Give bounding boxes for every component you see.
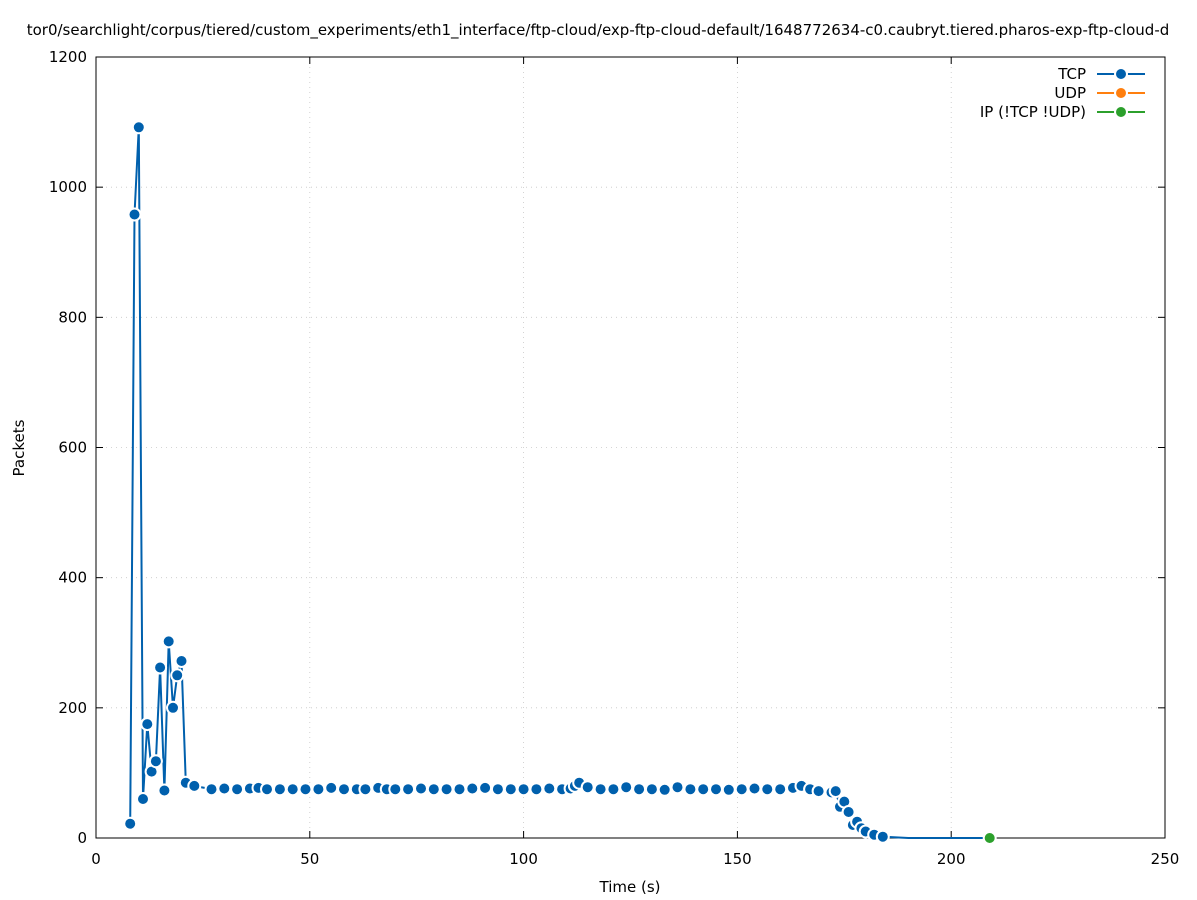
data-point — [606, 782, 621, 797]
legend-label: UDP — [1054, 84, 1086, 102]
data-point — [401, 782, 416, 797]
y-tick-label: 400 — [58, 569, 87, 587]
series-ip-tcp-udp — [982, 831, 997, 845]
data-point — [670, 780, 685, 795]
data-point — [709, 782, 723, 797]
data-point — [157, 783, 172, 798]
data-point — [230, 782, 245, 797]
data-point — [311, 782, 326, 797]
data-point — [161, 634, 176, 649]
data-point — [657, 782, 672, 797]
data-point — [516, 782, 531, 797]
data-point — [217, 781, 232, 796]
data-point — [358, 782, 373, 797]
y-tick-label: 1200 — [49, 48, 87, 66]
data-point — [580, 780, 595, 795]
data-point — [272, 782, 287, 797]
x-tick-label: 100 — [509, 850, 538, 868]
data-point — [632, 782, 647, 797]
data-point — [683, 782, 698, 797]
y-axis-label: Packets — [10, 419, 28, 476]
data-point — [828, 784, 843, 799]
data-point — [982, 831, 997, 845]
series-line — [129, 127, 990, 839]
data-point — [388, 782, 403, 797]
data-point — [123, 816, 138, 831]
data-point — [529, 782, 544, 797]
data-point — [619, 780, 634, 795]
y-tick-label: 0 — [77, 829, 87, 847]
data-point — [127, 207, 142, 222]
data-point — [452, 782, 467, 797]
data-point — [285, 782, 300, 797]
data-point — [734, 782, 749, 797]
data-point — [439, 782, 454, 797]
x-tick-label: 250 — [1151, 850, 1180, 868]
data-point — [875, 829, 890, 844]
legend-marker — [1114, 105, 1128, 119]
data-point — [324, 780, 339, 795]
data-point — [136, 792, 150, 806]
x-tick-label: 0 — [91, 850, 101, 868]
legend-label: IP (!TCP !UDP) — [980, 103, 1086, 121]
data-point — [260, 782, 274, 797]
data-point — [204, 782, 219, 797]
series-tcp — [123, 120, 990, 844]
data-point — [465, 781, 480, 796]
legend-marker — [1114, 67, 1128, 81]
data-point — [644, 782, 659, 797]
data-point — [131, 120, 146, 135]
x-axis-label: Time (s) — [599, 878, 661, 896]
series-layer — [123, 120, 997, 845]
legend-label: TCP — [1057, 65, 1086, 83]
data-point — [811, 784, 826, 799]
grid-lines — [96, 57, 1165, 838]
axis-ticks — [95, 56, 1166, 839]
y-tick-label: 800 — [58, 308, 87, 326]
x-tick-label: 50 — [300, 850, 319, 868]
data-point — [721, 782, 736, 797]
data-point — [478, 780, 493, 795]
y-tick-label: 1000 — [49, 178, 87, 196]
data-point — [148, 754, 163, 769]
data-point — [166, 700, 180, 715]
legend-marker — [1114, 86, 1128, 100]
data-point — [426, 782, 441, 797]
data-point — [174, 654, 189, 668]
data-point — [490, 782, 505, 797]
data-point — [542, 781, 557, 796]
data-point — [414, 781, 428, 796]
data-point — [841, 805, 856, 819]
data-point — [298, 782, 313, 797]
x-tick-label: 150 — [723, 850, 752, 868]
data-point — [140, 717, 155, 732]
y-tick-label: 600 — [58, 439, 87, 457]
data-point — [187, 778, 202, 793]
data-point — [593, 782, 608, 797]
data-point — [503, 782, 518, 797]
data-point — [696, 782, 711, 797]
data-point — [170, 668, 185, 683]
axis-tick-labels: 0 50 100 150 200 250 0 200 400 600 800 1000 1200 — [49, 48, 1180, 868]
data-point — [153, 660, 168, 675]
data-point — [747, 781, 762, 796]
chart-title: tor0/searchlight/corpus/tiered/custom_ex… — [27, 21, 1170, 40]
x-tick-label: 200 — [937, 850, 966, 868]
y-tick-label: 200 — [58, 699, 87, 717]
data-point — [760, 782, 775, 797]
data-point — [773, 782, 788, 797]
data-point — [337, 782, 351, 797]
